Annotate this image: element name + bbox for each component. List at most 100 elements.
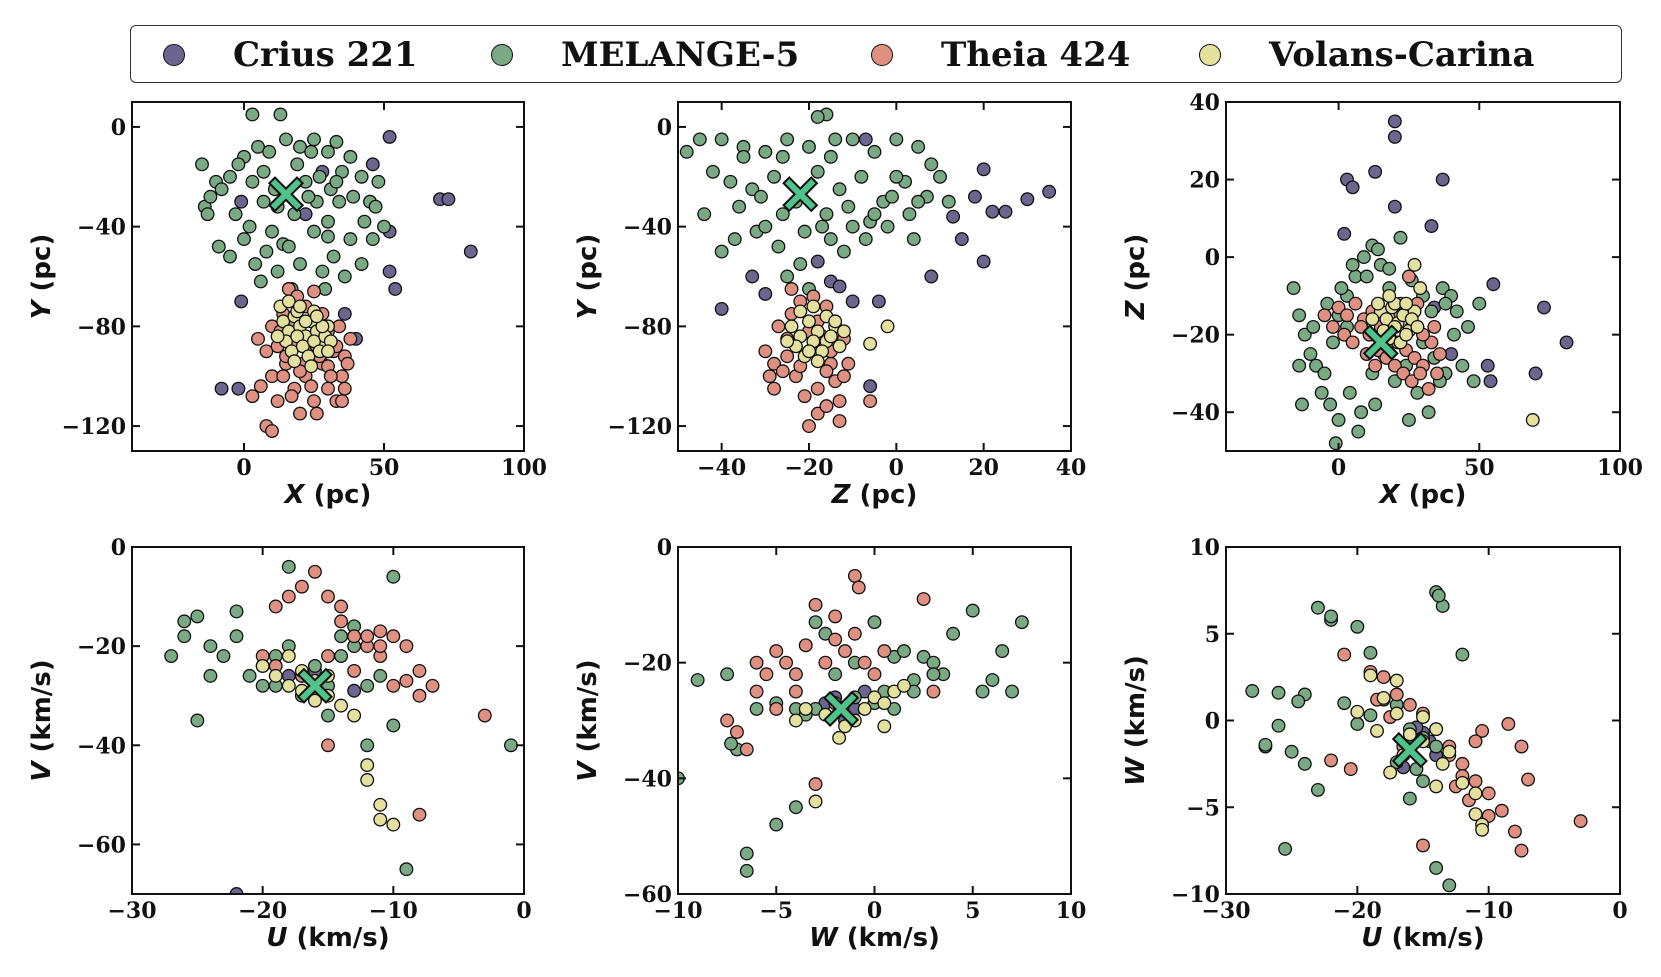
y-tick-label: −40 [77,215,126,241]
point-melange-5 [1303,347,1318,362]
point-theia-424 [867,667,882,682]
x-tick-label: −20 [784,455,833,481]
points-wv [678,568,1029,878]
point-melange-5 [841,199,856,214]
point-theia-424 [759,667,774,682]
axes-frame-xy [131,101,525,452]
point-melange-5 [329,174,344,189]
point-melange-5 [745,182,760,197]
point-theia-424 [1468,774,1483,789]
point-melange-5 [1325,335,1340,350]
point-melange-5 [965,603,980,618]
point-melange-5 [780,269,795,284]
y-tick-label: 5 [1205,622,1220,648]
point-theia-424 [334,614,349,629]
point-theia-424 [808,597,823,612]
point-melange-5 [1310,782,1325,797]
point-melange-5 [1421,405,1436,420]
point-melange-5 [1005,684,1020,699]
point-theia-424 [1387,358,1402,373]
point-crius-221 [1559,335,1574,350]
y-tick-label: −5 [1186,795,1220,821]
point-melange-5 [1438,296,1453,311]
point-melange-5 [211,239,226,254]
point-crius-221 [924,269,939,284]
point-theia-424 [780,349,795,364]
point-melange-5 [1449,304,1464,319]
point-theia-424 [323,369,338,384]
point-crius-221 [1486,277,1501,292]
point-volans-carina [1383,765,1398,780]
point-crius-221 [998,204,1013,219]
point-crius-221 [1435,172,1450,187]
x-tick-label: 40 [1056,455,1087,481]
point-melange-5 [897,644,911,659]
point-melange-5 [858,232,873,247]
point-volans-carina [798,701,813,716]
point-volans-carina [1468,786,1483,801]
point-melange-5 [273,107,288,122]
point-theia-424 [1404,374,1419,389]
point-melange-5 [705,164,720,179]
point-crius-221 [863,379,878,394]
y-axis-label: Y (pc) [27,234,57,320]
point-theia-424 [1376,670,1391,685]
point-volans-carina [1376,690,1391,705]
point-theia-424 [1337,327,1352,342]
point-theia-424 [268,599,283,614]
legend-label-crius-221: Crius 221 [233,35,418,75]
point-melange-5 [360,678,375,693]
point-theia-424 [1348,296,1363,311]
point-theia-424 [877,644,892,659]
point-melange-5 [802,139,816,154]
point-melange-5 [1350,619,1365,634]
point-melange-5 [724,736,739,751]
point-melange-5 [1309,358,1324,373]
point-melange-5 [1429,861,1444,875]
point-melange-5 [720,667,735,682]
point-theia-424 [321,738,335,753]
point-crius-221 [1387,129,1402,144]
point-volans-carina [281,678,296,693]
point-melange-5 [177,614,192,629]
x-axis-label: X (pc) [283,480,372,510]
point-theia-424 [1507,824,1522,839]
point-theia-424 [1514,843,1529,858]
y-axis-label: Y (pc) [573,234,603,320]
point-theia-424 [347,629,362,644]
point-theia-424 [1401,269,1416,284]
point-volans-carina [334,698,349,713]
point-crius-221 [1480,358,1495,373]
point-crius-221 [1020,192,1035,207]
point-melange-5 [845,219,860,234]
point-melange-5 [1291,694,1306,709]
point-melange-5 [1435,281,1450,296]
point-crius-221 [337,306,352,321]
point-crius-221 [388,282,403,296]
point-volans-carina [793,304,808,319]
point-melange-5 [1014,615,1029,630]
point-theia-424 [819,364,834,379]
point-melange-5 [307,224,321,239]
point-melange-5 [769,817,784,832]
point-volans-carina [386,817,401,832]
point-theia-424 [730,725,744,740]
point-melange-5 [190,609,205,624]
point-melange-5 [242,219,257,234]
point-melange-5 [854,169,869,184]
point-melange-5 [203,189,218,204]
point-volans-carina [304,359,319,374]
x-tick-label: 0 [1612,898,1627,924]
point-theia-424 [810,381,825,396]
point-crius-221 [1368,164,1383,179]
x-tick-label: 50 [369,455,400,481]
point-theia-424 [1501,717,1516,731]
point-crius-221 [946,209,961,224]
point-melange-5 [911,139,926,154]
point-melange-5 [933,169,947,184]
axes-frame-wv [677,546,1072,895]
point-melange-5 [223,169,237,184]
point-melange-5 [1337,696,1352,711]
panel-xy: 0 50 100 0 −40 −80 −120 X (pc) Y (pc) [27,101,547,510]
